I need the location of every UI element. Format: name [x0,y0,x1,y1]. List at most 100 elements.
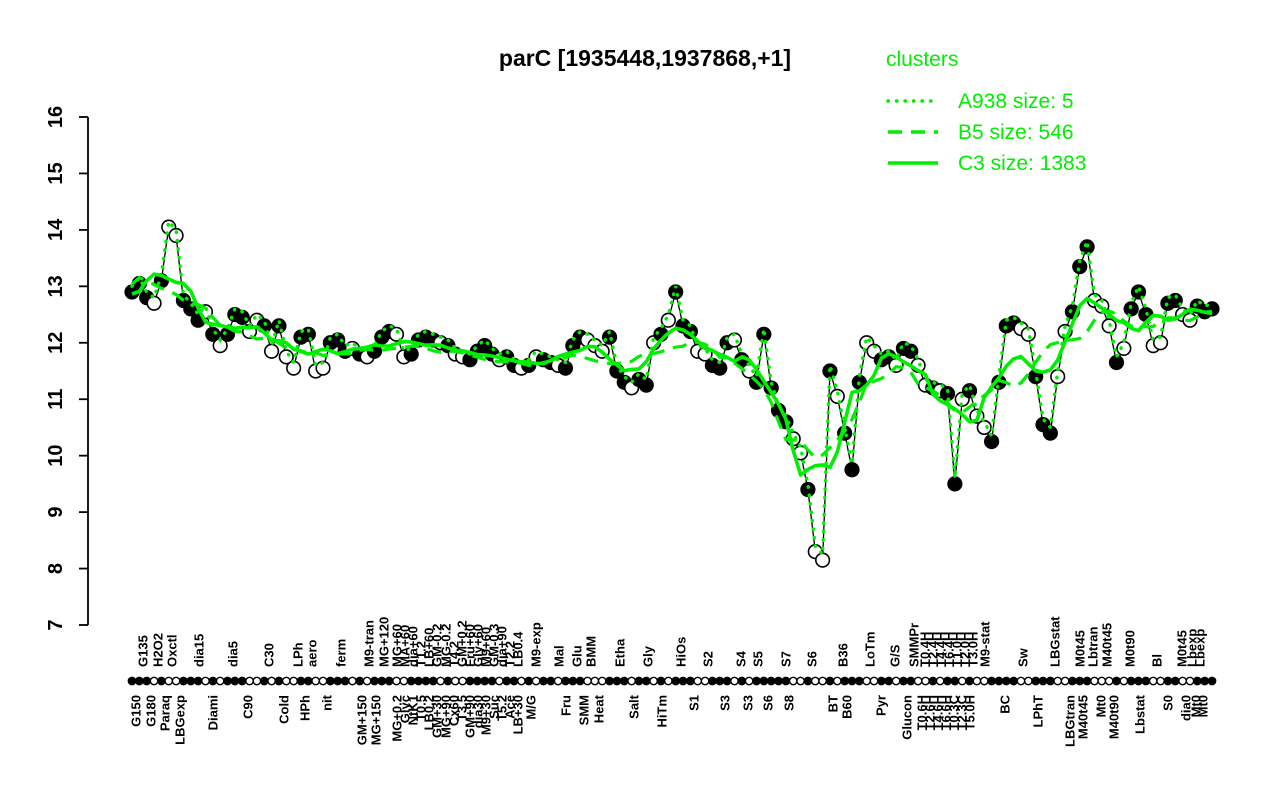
strip-marker [928,676,938,686]
strip-marker [340,676,350,686]
y-tick-label: 11 [45,389,67,410]
strip-marker [832,676,842,686]
strip-marker [267,676,276,686]
data-point-filled [844,462,860,478]
x-label-top: GM-0.2 [430,624,445,667]
x-label-top: T1.2 [414,641,429,667]
strip-marker [502,676,512,686]
x-label-top: LPh [291,642,306,667]
strip-marker [1185,676,1195,686]
x-label-bottom: S8 [782,695,797,711]
strip-marker [392,676,401,686]
strip-marker [730,676,739,686]
strip-marker [1192,676,1202,686]
strip-marker [539,676,548,686]
x-label-bottom: GM+150 [355,695,370,745]
strip-marker [443,676,453,686]
x-label-top: T6.4H [942,632,957,667]
x-label-top: MG+120 [377,617,392,667]
strip-marker [1038,676,1048,686]
strip-marker [546,676,556,686]
x-label-top: M40t45 [1100,623,1115,667]
strip-marker [362,676,372,686]
strip-marker [1126,676,1136,686]
strip-marker [215,676,225,686]
x-label-top: dia+90 [495,626,510,667]
x-label-top: Sw [1016,647,1031,667]
strip-marker [245,676,254,686]
x-label-bottom: Cx60 [447,695,462,726]
data-point-filled [638,377,654,393]
x-label-bottom: LB0.2 [422,695,437,730]
x-label-top: S6 [805,651,820,667]
x-label-top: T2.2 [503,641,518,667]
x-label-bottom: SMM [577,695,592,725]
strip-marker [171,676,181,686]
x-label-top: MA+60 [398,625,413,667]
strip-marker [1207,676,1217,686]
strip-marker [678,676,688,686]
x-axis-labels-top: G135 H2O2 Oxctl dia15 dia5 C30 LPh aero ferm M9-t… [136,616,1208,667]
strip-marker [134,676,144,686]
data-point-filled [947,476,963,492]
strip-marker [913,676,923,686]
strip-marker [612,676,622,686]
strip-marker [568,676,578,686]
strip-marker [281,676,291,686]
x-label-bottom: Glucon [900,695,915,740]
x-label-bottom: NtK1 [406,695,421,725]
y-axis: 7 8 9 10 11 12 13 14 15 16 [45,106,89,631]
strip-marker [1156,676,1165,686]
x-label-bottom: Lbstat [1133,694,1148,734]
x-label-top: Etha [613,638,628,667]
x-label-top: H2O2 [151,633,166,667]
x-label-bottom: T5.0H [963,695,978,730]
data-point-filled [300,326,316,342]
strip-marker [1031,676,1041,686]
x-label-bottom: S0 [1161,695,1176,711]
legend: clusters A938 size: 5 B5 size: 546 C3 si… [886,48,1086,175]
x-label-top: LoTm [863,632,878,667]
data-point-open [815,552,831,568]
x-label-bottom: Salt [627,694,642,719]
strip-marker [597,676,607,686]
strip-marker [333,676,343,686]
strip-marker [965,676,974,686]
strip-marker [1053,676,1063,686]
strip-marker [421,676,431,686]
x-label-top: GM-0.3 [487,624,502,667]
strip-marker [972,676,982,686]
strip-marker [193,676,203,686]
x-label-top: Fru+60 [463,624,478,667]
strip-marker [465,676,475,686]
x-label-top: T3.0H [966,632,981,667]
cluster-line-a938-dotted [130,217,1214,559]
data-point-open [829,388,845,405]
x-label-bottom: GM+30 [430,695,445,738]
x-label-top: Lbexp [1193,629,1208,667]
strip-marker [1134,676,1143,686]
strip-marker [1119,676,1129,686]
x-label-top: dia+60 [406,626,421,667]
strip-marker [142,676,152,686]
strip-marker [480,676,490,686]
x-label-bottom: HPh [298,695,313,721]
strip-marker [891,676,901,686]
x-label-bottom: G150 [129,695,144,727]
strip-marker [766,676,776,686]
x-label-top: LB+60 [422,628,437,667]
x-label-top: M9-exp [529,622,544,667]
data-point-open [168,227,184,244]
x-label-top: M0t90 [1123,630,1138,667]
x-axis-labels-bottom: G150 G180 Paraq LBGexp Diami C90 Cold HPh nit GM+… [129,694,1211,747]
x-label-bottom: T3.5 [455,695,470,721]
strip-marker [348,676,357,686]
strip-marker [1009,676,1019,686]
x-label-top: S7 [779,651,794,667]
x-label-top: Lbexp [1185,629,1200,667]
strip-marker [825,676,835,686]
strip-marker [708,676,717,686]
strip-marker [627,676,636,686]
strip-marker [854,676,864,686]
